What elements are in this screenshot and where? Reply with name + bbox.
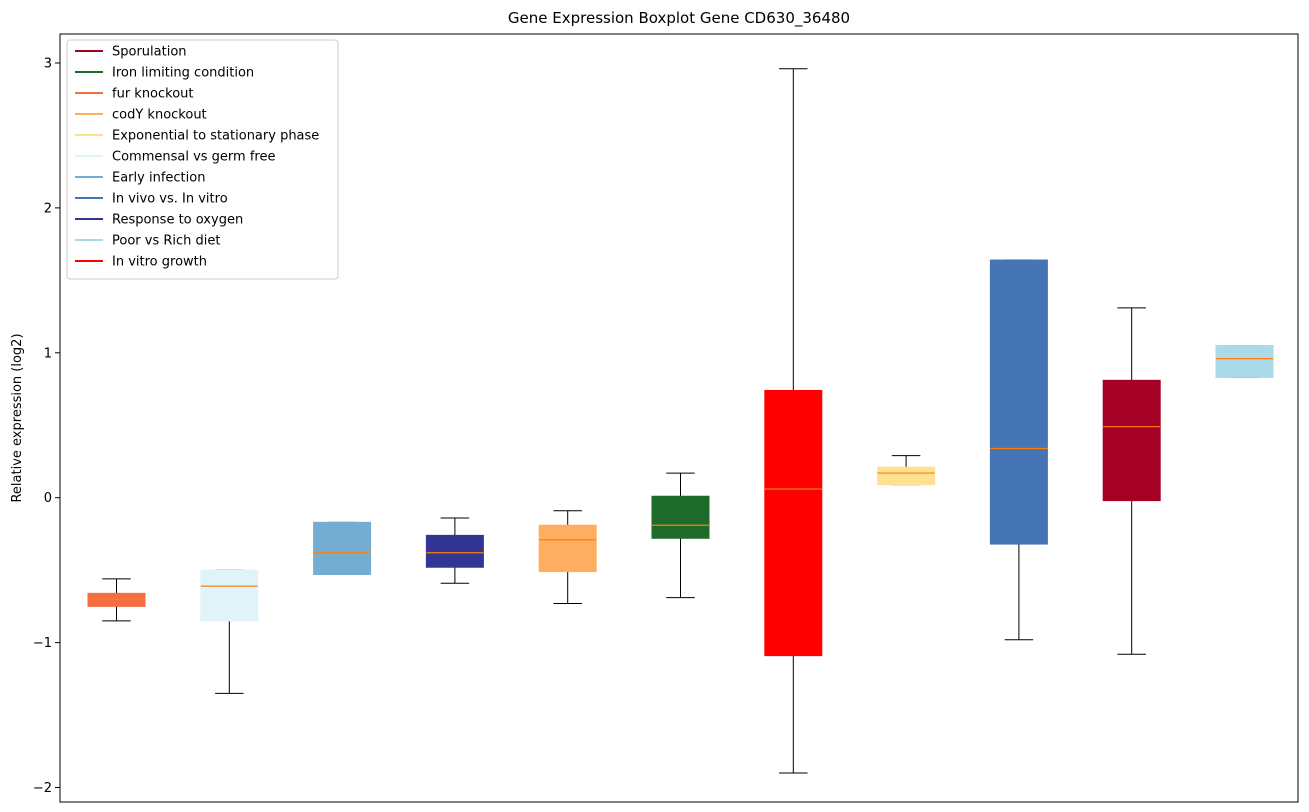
y-axis-ticks: −2 −1 0 1 2 3	[33, 56, 60, 796]
box-exponential-to-stationary-phase	[877, 455, 936, 486]
box-commensal-vs-germ-free	[200, 569, 259, 694]
box-sporulation	[1102, 307, 1161, 655]
legend-label: In vivo vs. In vitro	[112, 192, 228, 207]
legend-entry: Iron limiting condition	[75, 66, 254, 81]
box-body	[425, 534, 484, 568]
box-body	[989, 259, 1048, 545]
chart-title: Gene Expression Boxplot Gene CD630_36480	[508, 9, 850, 28]
box-cody-knockout	[538, 510, 597, 604]
box-fur-knockout	[87, 578, 146, 622]
legend-label: codY knockout	[112, 108, 207, 123]
legend-entry: codY knockout	[75, 108, 207, 123]
legend-entry: Poor vs Rich diet	[75, 234, 220, 249]
y-axis-label: Relative expression (log2)	[10, 333, 25, 502]
legend-label: Exponential to stationary phase	[112, 129, 319, 144]
y-tick-label: 2	[44, 201, 52, 216]
boxes-layer	[87, 68, 1274, 774]
legend-label: Sporulation	[112, 45, 187, 60]
box-body	[87, 592, 146, 607]
box-response-to-oxygen	[425, 517, 484, 584]
box-poor-vs-rich-diet	[1215, 345, 1274, 378]
y-tick-label: 3	[44, 56, 52, 71]
legend-entry: In vitro growth	[75, 255, 207, 270]
box-in-vitro-growth	[764, 68, 823, 774]
box-body	[764, 389, 823, 657]
legend: Sporulation Iron limiting condition fur kn…	[66, 39, 339, 280]
box-body	[200, 569, 259, 622]
legend-label: Response to oxygen	[112, 213, 243, 228]
legend-label: fur knockout	[112, 87, 194, 102]
plot-area-frame	[59, 33, 1299, 803]
legend-entry: Sporulation	[75, 45, 187, 60]
legend-entry: Response to oxygen	[75, 213, 243, 228]
box-body	[313, 521, 372, 575]
box-early-infection	[313, 521, 372, 575]
legend-entry: Early infection	[75, 171, 205, 186]
box-body	[1102, 379, 1161, 502]
legend-label: Early infection	[112, 171, 205, 186]
box-iron-limiting-condition	[651, 472, 710, 599]
y-tick-label: −2	[33, 781, 52, 796]
legend-label: Commensal vs germ free	[112, 150, 275, 165]
box-body	[538, 524, 597, 573]
legend-frame	[66, 39, 339, 280]
box-body	[1215, 345, 1274, 378]
y-tick-label: 1	[44, 346, 52, 361]
y-tick-label: 0	[44, 491, 52, 506]
legend-entry: Exponential to stationary phase	[75, 129, 319, 144]
legend-entry: fur knockout	[75, 87, 194, 102]
legend-entry: In vivo vs. In vitro	[75, 192, 228, 207]
legend-label: Iron limiting condition	[112, 66, 254, 81]
legend-label: In vitro growth	[112, 255, 207, 270]
y-tick-label: −1	[33, 636, 52, 651]
legend-entry: Commensal vs germ free	[75, 150, 275, 165]
legend-label: Poor vs Rich diet	[112, 234, 220, 249]
box-body	[651, 495, 710, 539]
box-body	[877, 466, 936, 486]
box-in-vivo-vs-in-vitro	[989, 259, 1048, 641]
